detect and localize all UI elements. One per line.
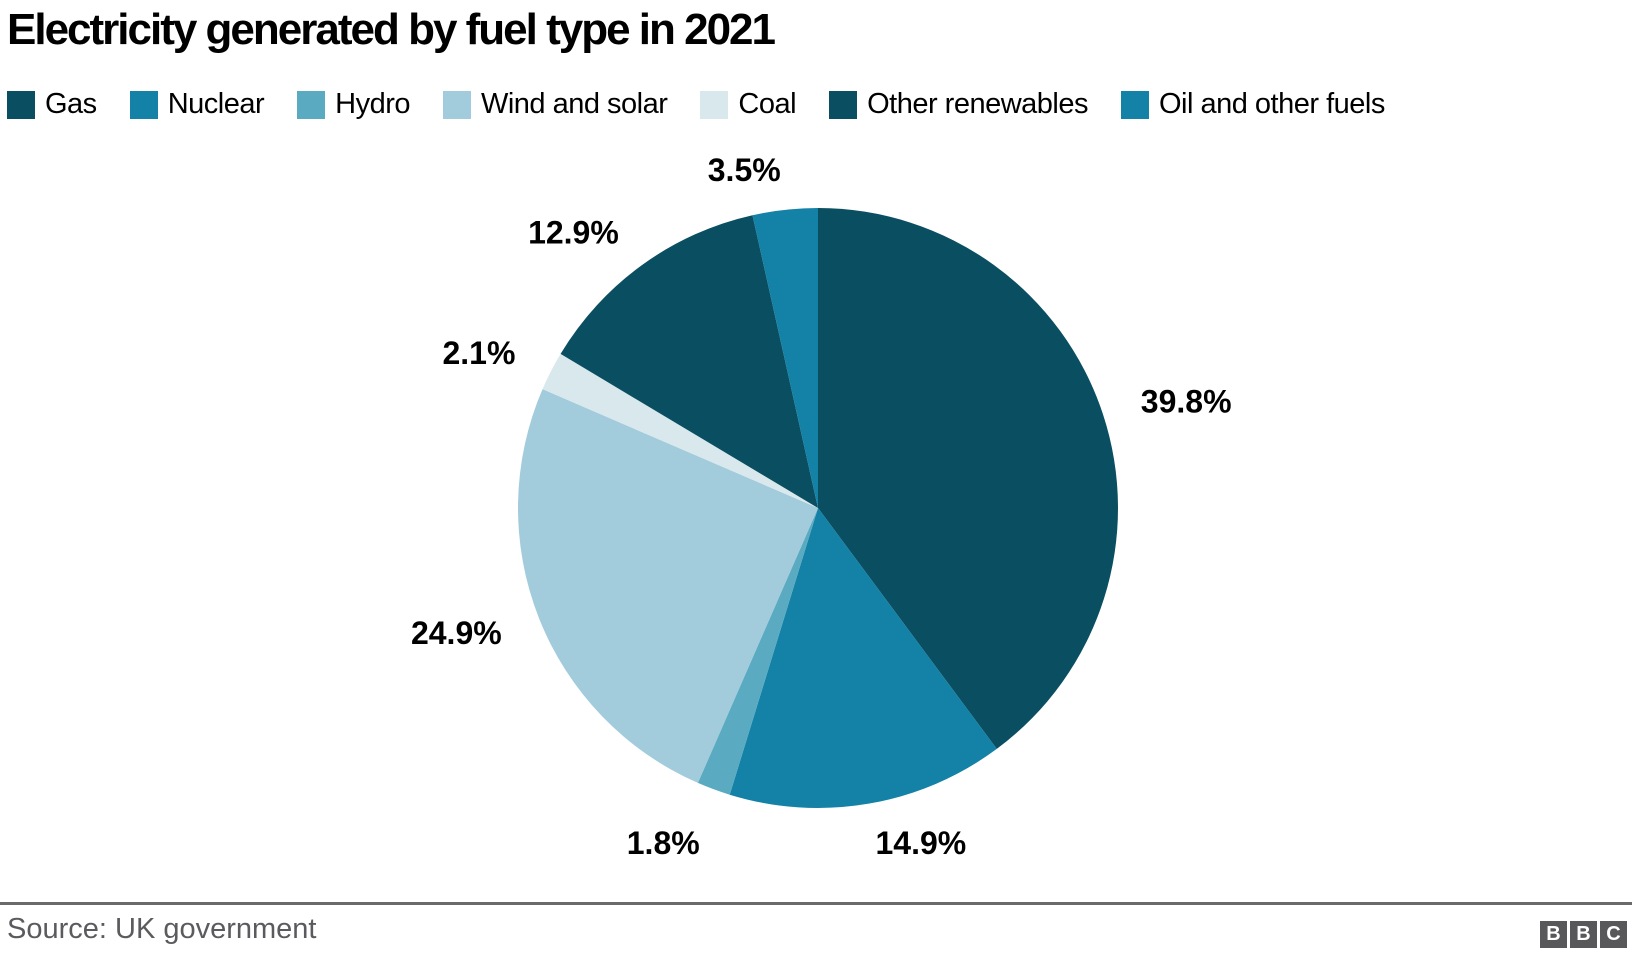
legend-item-nuclear: Nuclear [129, 88, 265, 121]
pie-slice-nuclear [729, 508, 997, 809]
legend-item-gas: Gas [7, 88, 97, 121]
pie-slice-hydro [697, 508, 818, 795]
legend-swatch-coal [700, 90, 729, 119]
legend-swatch-wind-and-solar [442, 90, 471, 119]
pie-label-hydro: 1.8% [627, 825, 700, 861]
legend-label-wind-and-solar: Wind and solar [480, 88, 668, 120]
pie-label-wind-and-solar: 24.9% [411, 615, 502, 651]
legend-swatch-oil-and-other-fuels [1120, 90, 1149, 119]
pie-slice-other-renewables [560, 215, 818, 509]
legend-swatch-nuclear [129, 90, 158, 119]
legend-item-other-renewables: Other renewables [829, 88, 1088, 121]
legend-item-coal: Coal [700, 88, 797, 121]
pie-label-coal: 2.1% [442, 335, 515, 371]
legend-swatch-hydro [297, 90, 326, 119]
legend-swatch-other-renewables [829, 90, 858, 119]
legend-item-oil-and-other-fuels: Oil and other fuels [1120, 88, 1385, 121]
pie-label-nuclear: 14.9% [876, 825, 967, 861]
legend-item-wind-and-solar: Wind and solar [442, 88, 668, 121]
chart-title: Electricity generated by fuel type in 20… [7, 5, 776, 54]
legend: Gas Nuclear Hydro Wind and solar Coal Other r… [7, 88, 1385, 121]
legend-item-hydro: Hydro [297, 88, 410, 121]
legend-label-hydro: Hydro [335, 88, 410, 120]
legend-label-nuclear: Nuclear [167, 88, 265, 120]
pie-slice-gas [818, 208, 1119, 749]
pie-label-other-renewables: 12.9% [528, 214, 619, 250]
pie-slice-oil-and-other-fuels [752, 208, 818, 508]
bbc-logo-block-1: B [1540, 921, 1567, 948]
legend-label-other-renewables: Other renewables [867, 88, 1088, 120]
legend-label-coal: Coal [738, 88, 797, 120]
pie-slice-coal [542, 353, 818, 508]
pie-label-gas: 39.8% [1141, 383, 1232, 419]
legend-label-gas: Gas [45, 88, 97, 120]
pie-slice-wind-and-solar [518, 389, 818, 783]
bbc-logo-block-3: C [1600, 921, 1627, 948]
pie-label-oil-and-other-fuels: 3.5% [708, 152, 781, 188]
source-text: Source: UK government [7, 913, 317, 945]
legend-swatch-gas [7, 90, 35, 119]
bbc-logo-block-2: B [1570, 921, 1597, 948]
legend-label-oil-and-other-fuels: Oil and other fuels [1158, 88, 1385, 120]
footer-divider [0, 902, 1632, 905]
